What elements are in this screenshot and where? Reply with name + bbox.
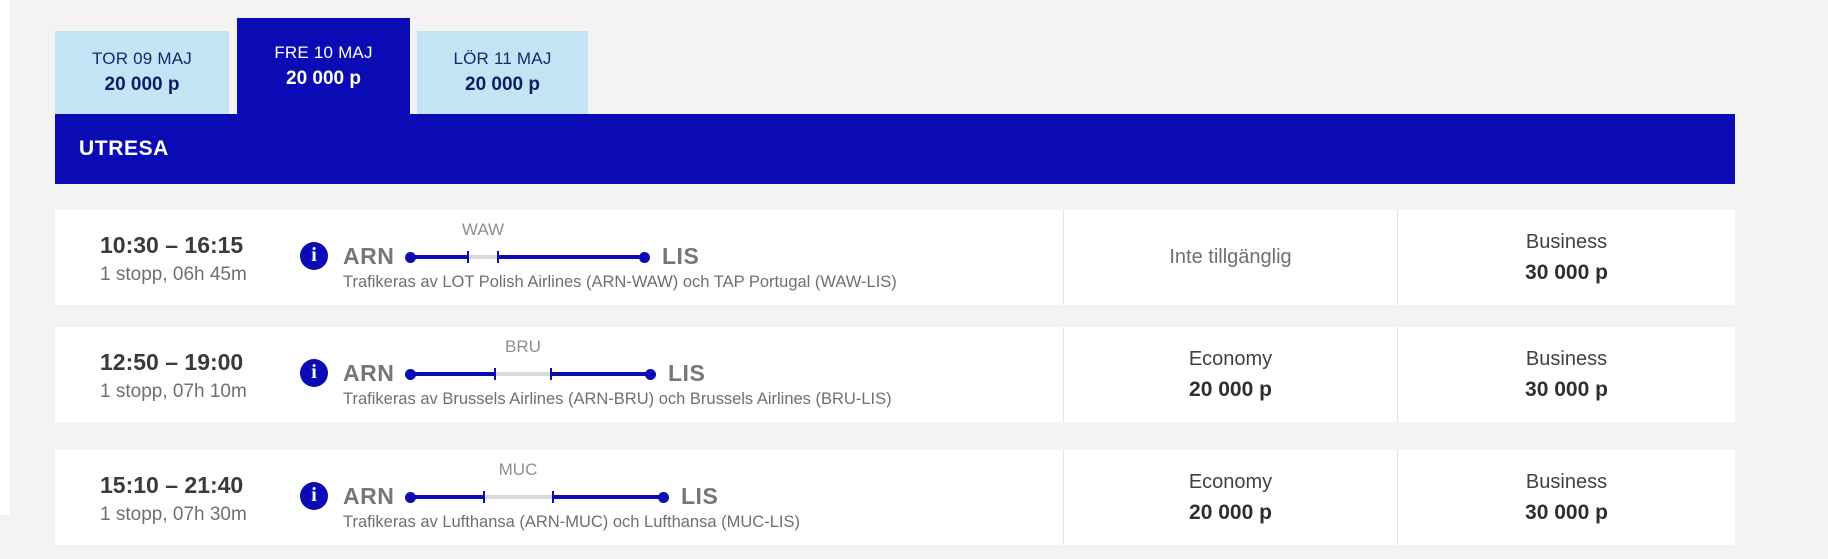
flight-times: 10:30 – 16:15 <box>100 232 244 258</box>
layover-tick <box>494 368 496 380</box>
arrival-dot <box>639 252 650 263</box>
stops-duration: 1 stopp, 06h 45m <box>100 264 247 285</box>
column-divider <box>1397 327 1398 422</box>
layover-tick <box>467 251 469 263</box>
info-icon[interactable]: i <box>300 482 328 510</box>
stops-duration: 1 stopp, 07h 30m <box>100 504 247 525</box>
destination-code: LIS <box>681 483 719 509</box>
via-airport-code: BRU <box>505 337 541 356</box>
tab-day-label: FRE 10 MAJ <box>274 42 373 62</box>
points-price: 20 000 p <box>1189 377 1272 401</box>
origin-code: ARN <box>343 483 395 509</box>
route-track <box>407 255 648 259</box>
flight-times: 15:10 – 21:40 <box>100 472 244 498</box>
route-line <box>405 368 656 380</box>
stops-duration: 1 stopp, 07h 10m <box>100 381 247 402</box>
operated-by-text: Trafikeras av LOT Polish Airlines (ARN-W… <box>343 273 897 291</box>
business-fare-cell[interactable]: Business 30 000 p <box>1398 210 1735 305</box>
tab-date-tor-09-maj[interactable]: TOR 09 MAJ 20 000 p <box>55 31 229 114</box>
business-fare-cell[interactable]: Business 30 000 p <box>1398 450 1735 545</box>
info-icon[interactable]: i <box>300 242 328 270</box>
layover-tick <box>497 251 499 263</box>
column-divider <box>1063 450 1064 545</box>
arrival-dot <box>658 492 669 503</box>
flight-row: 15:10 – 21:40 1 stopp, 07h 30m i ARN MUC… <box>55 450 1735 545</box>
cabin-label: Business <box>1525 347 1608 370</box>
layover-segment <box>484 495 553 499</box>
cabin-label: Business <box>1525 230 1608 253</box>
flight-times: 12:50 – 19:00 <box>100 349 244 375</box>
layover-segment <box>495 372 551 376</box>
departure-dot <box>405 369 416 380</box>
tab-points-label: 20 000 p <box>286 67 361 89</box>
column-divider <box>1397 450 1398 545</box>
tab-points-label: 20 000 p <box>465 74 540 95</box>
flight-row: 12:50 – 19:00 1 stopp, 07h 10m i ARN BRU… <box>55 327 1735 422</box>
layover-tick <box>550 368 552 380</box>
economy-fare-cell[interactable]: Economy 20 000 p <box>1064 450 1397 545</box>
destination-code: LIS <box>662 243 700 269</box>
destination-code: LIS <box>668 360 706 386</box>
via-airport-code: WAW <box>461 220 505 239</box>
column-divider <box>1063 210 1064 305</box>
origin-code: ARN <box>343 360 395 386</box>
tab-date-lor-11-maj[interactable]: LÖR 11 MAJ 20 000 p <box>417 31 588 114</box>
arrival-dot <box>645 369 656 380</box>
column-divider <box>1063 327 1064 422</box>
tab-date-fre-10-maj-selected[interactable]: FRE 10 MAJ 20 000 p <box>237 18 410 114</box>
layover-tick <box>483 491 485 503</box>
via-airport-code: MUC <box>498 460 538 479</box>
business-fare-cell[interactable]: Business 30 000 p <box>1398 327 1735 422</box>
operated-by-text: Trafikeras av Brussels Airlines (ARN-BRU… <box>343 390 892 408</box>
layover-tick <box>552 491 554 503</box>
column-divider <box>1397 210 1398 305</box>
route-line <box>405 251 650 263</box>
tab-day-label: TOR 09 MAJ <box>92 49 192 68</box>
tab-day-label: LÖR 11 MAJ <box>453 49 552 68</box>
economy-fare-cell: Inte tillgänglig <box>1064 210 1397 305</box>
origin-code: ARN <box>343 243 395 269</box>
operated-by-text: Trafikeras av Lufthansa (ARN-MUC) och Lu… <box>343 513 800 531</box>
outbound-section-header: UTRESA <box>55 114 1735 184</box>
info-icon[interactable]: i <box>300 359 328 387</box>
departure-dot <box>405 252 416 263</box>
departure-dot <box>405 492 416 503</box>
economy-fare-cell[interactable]: Economy 20 000 p <box>1064 327 1397 422</box>
cabin-label: Economy <box>1188 470 1273 493</box>
points-price: 30 000 p <box>1525 500 1608 524</box>
layover-segment <box>468 255 498 259</box>
points-price: 30 000 p <box>1525 377 1608 401</box>
unavailable-label: Inte tillgänglig <box>1169 246 1292 268</box>
cabin-label: Business <box>1525 470 1608 493</box>
points-price: 30 000 p <box>1525 260 1608 284</box>
flight-row: 10:30 – 16:15 1 stopp, 06h 45m i ARN WAW… <box>55 210 1735 305</box>
page-left-margin <box>0 0 10 515</box>
points-price: 20 000 p <box>1189 500 1272 524</box>
route-line <box>405 491 669 503</box>
cabin-label: Economy <box>1188 347 1273 370</box>
tab-points-label: 20 000 p <box>104 74 180 95</box>
